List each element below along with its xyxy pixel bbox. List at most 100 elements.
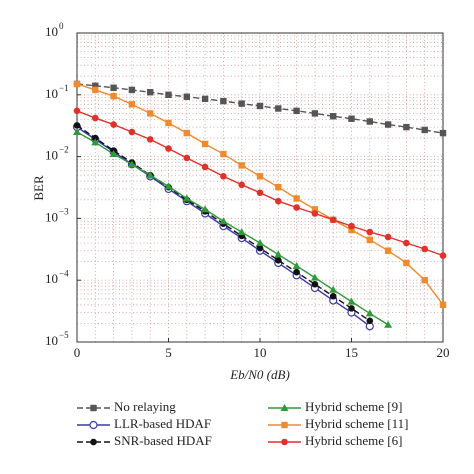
legend-marker (90, 438, 97, 446)
marker (365, 309, 374, 317)
marker (421, 126, 428, 134)
marker (329, 216, 337, 224)
marker (256, 238, 264, 246)
marker (384, 320, 393, 328)
marker (109, 150, 118, 158)
y-tick-base: 10 (45, 209, 58, 224)
y-tick-label: 10 (45, 148, 58, 163)
marker (147, 110, 154, 117)
marker (293, 204, 300, 211)
y-tick-exponent: −2 (59, 145, 69, 155)
marker (164, 182, 173, 190)
legend-marker (281, 421, 288, 429)
x-tick-label: 10 (254, 345, 267, 360)
legend-label: Hybrid scheme [11] (305, 416, 409, 431)
x-tick-label: 5 (165, 345, 172, 360)
marker (403, 259, 410, 267)
marker (92, 134, 99, 142)
marker (311, 210, 319, 217)
marker (366, 317, 374, 325)
y-tick-exponent: −4 (59, 268, 69, 278)
marker (183, 154, 191, 162)
x-axis-label: Eb/N0 (dB) (229, 367, 290, 382)
marker (256, 102, 264, 110)
marker (73, 128, 81, 136)
marker (219, 217, 228, 225)
legend-label: Hybrid scheme [9] (305, 399, 402, 414)
marker (256, 189, 264, 197)
marker (238, 181, 245, 189)
marker (238, 100, 245, 107)
marker (348, 305, 355, 312)
marker (238, 162, 245, 169)
legend-label: SNR-based HDAF (114, 433, 212, 448)
marker (92, 82, 99, 89)
marker (348, 226, 355, 234)
marker (439, 129, 447, 137)
series-line (77, 131, 389, 326)
marker (274, 250, 283, 258)
y-tick-exponent: 0 (59, 21, 64, 31)
marker (311, 206, 319, 213)
y-tick-label: 10 (45, 333, 58, 348)
marker (128, 128, 136, 136)
marker (384, 233, 392, 241)
marker (403, 123, 410, 131)
marker (201, 95, 209, 103)
marker (366, 118, 373, 125)
marker (147, 89, 154, 96)
marker (293, 107, 300, 115)
legend-label: No relaying (114, 399, 176, 414)
marker (329, 292, 337, 300)
marker (366, 236, 373, 244)
marker (293, 195, 300, 202)
x-tick-label: 20 (437, 345, 450, 360)
y-tick-exponent: −1 (59, 83, 69, 93)
marker (403, 239, 410, 247)
y-tick-base: 10 (45, 333, 58, 348)
marker (256, 173, 264, 180)
y-tick-base: 10 (45, 148, 58, 163)
marker (165, 145, 172, 152)
marker (384, 121, 392, 128)
marker (348, 115, 355, 122)
marker (384, 247, 392, 254)
marker (311, 280, 319, 288)
marker (146, 136, 154, 143)
marker (347, 297, 356, 305)
y-tick-exponent: −5 (59, 330, 69, 340)
marker (182, 194, 191, 202)
marker (73, 80, 81, 88)
marker (165, 119, 172, 127)
marker (220, 150, 227, 158)
marker (439, 301, 447, 308)
y-tick-base: 10 (45, 86, 58, 101)
marker (127, 160, 136, 168)
marker (292, 261, 301, 269)
marker (275, 256, 282, 264)
legend-marker (89, 420, 98, 430)
marker (128, 101, 136, 108)
marker (275, 197, 282, 205)
legend-marker (90, 404, 97, 412)
y-tick-base: 10 (45, 271, 58, 286)
marker (183, 93, 190, 100)
marker (256, 244, 264, 252)
marker (110, 84, 117, 91)
x-tick-label: 15 (345, 345, 358, 360)
marker (329, 285, 338, 293)
marker (220, 172, 227, 180)
marker (275, 183, 282, 191)
y-tick-label: 10 (45, 209, 58, 224)
marker (146, 171, 155, 179)
marker (439, 252, 447, 259)
legend-label: LLR-based HDAF (114, 416, 211, 431)
y-tick-label: 10 (45, 86, 58, 101)
legend-marker (281, 438, 288, 446)
marker (110, 121, 117, 128)
marker (128, 86, 136, 94)
marker (201, 205, 210, 213)
marker (275, 105, 282, 112)
marker (237, 228, 246, 236)
